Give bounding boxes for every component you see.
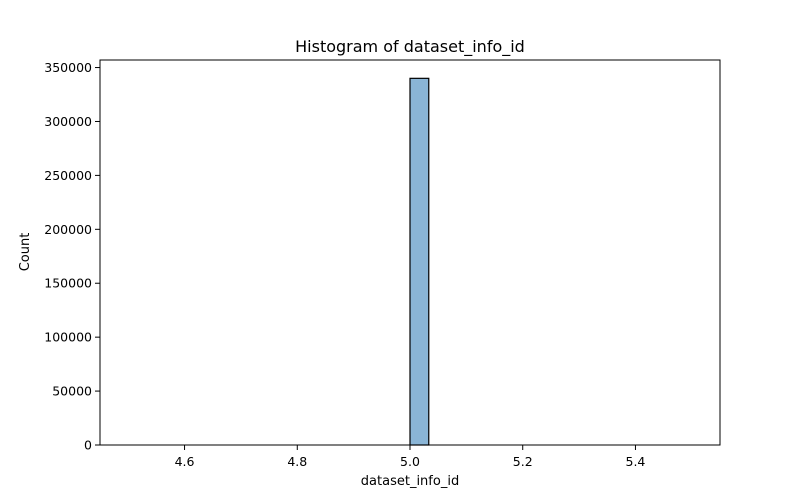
x-tick-label: 5.4	[626, 454, 646, 469]
y-tick-label: 200000	[44, 222, 92, 237]
x-tick-label: 5.0	[400, 454, 420, 469]
y-tick-label: 100000	[44, 330, 92, 345]
histogram-bar-0	[409, 77, 430, 446]
x-tick-label: 4.6	[175, 454, 195, 469]
x-tick-label: 5.2	[513, 454, 533, 469]
x-axis-label: dataset_info_id	[361, 474, 459, 489]
bars-group	[409, 77, 430, 446]
y-tick-label: 150000	[44, 276, 92, 291]
chart-title: Histogram of dataset_info_id	[295, 37, 525, 57]
plot-area	[99, 59, 721, 446]
y-tick-label: 250000	[44, 168, 92, 183]
x-ticks-group: 4.6 4.8 5.0 5.2 5.4	[175, 445, 646, 469]
y-ticks-group: 0 50000 100000 150000 200000 250000 300000 3500…	[44, 60, 100, 453]
y-tick-label: 0	[84, 438, 92, 453]
y-tick-label: 300000	[44, 114, 92, 129]
x-tick-label: 4.8	[287, 454, 307, 469]
y-axis-label: Count	[18, 233, 33, 272]
y-tick-label: 350000	[44, 60, 92, 75]
y-tick-label: 50000	[52, 384, 92, 399]
